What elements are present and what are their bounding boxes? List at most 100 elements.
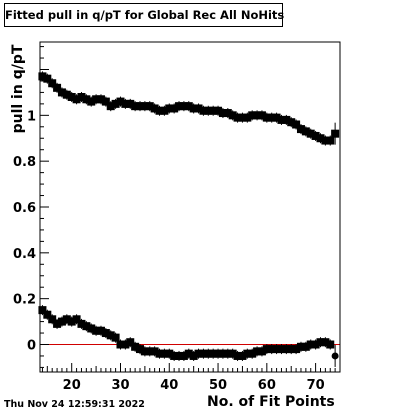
x-tick-label: 50: [209, 378, 227, 393]
data-point: [243, 349, 252, 358]
data-point: [233, 113, 242, 122]
data-point: [272, 113, 281, 122]
data-point: [238, 351, 247, 360]
data-point: [316, 338, 325, 347]
data-point: [87, 324, 96, 333]
data-point: [145, 347, 154, 356]
data-point: [116, 97, 125, 106]
data-point: [253, 347, 262, 356]
data-point: [301, 342, 310, 351]
data-point: [243, 113, 252, 122]
data-point: [67, 317, 76, 326]
data-point: [131, 102, 140, 111]
data-point: [82, 95, 91, 104]
data-point: [116, 340, 125, 349]
y-tick-label: 0.6: [13, 201, 36, 216]
data-point: [87, 97, 96, 106]
data-point: [43, 310, 52, 319]
data-point: [326, 340, 335, 349]
data-point: [126, 99, 135, 108]
x-tick-label: 70: [307, 378, 325, 393]
data-point: [311, 131, 320, 140]
data-point: [282, 115, 291, 124]
data-point: [140, 102, 149, 111]
data-point: [331, 352, 339, 360]
data-point: [175, 351, 184, 360]
data-point: [321, 136, 330, 145]
data-point: [214, 106, 223, 115]
data-point: [326, 136, 335, 145]
data-point: [248, 111, 257, 120]
data-point: [77, 93, 86, 101]
data-point: [257, 111, 266, 120]
y-axis-label: pull in q/pT: [10, 44, 26, 134]
data-point: [96, 95, 105, 104]
data-point: [277, 115, 286, 124]
data-point: [218, 109, 227, 118]
data-point: [150, 347, 159, 356]
data-point: [184, 349, 193, 358]
x-axis-label: No. of Fit Points: [207, 394, 335, 410]
data-point: [170, 351, 179, 360]
data-point: [287, 345, 296, 354]
x-tick-label: 60: [258, 378, 276, 393]
data-point: [92, 95, 101, 104]
data-point: [165, 104, 174, 113]
data-point: [311, 340, 320, 349]
data-point: [209, 349, 218, 358]
timestamp: Thu Nov 24 12:59:31 2022: [4, 399, 145, 410]
data-point: [194, 349, 203, 358]
data-point: [160, 106, 169, 115]
data-point: [277, 345, 286, 354]
data-point: [72, 315, 81, 324]
x-tick-label: 30: [111, 378, 129, 393]
data-point: [209, 106, 218, 115]
data-point: [67, 93, 76, 101]
data-point: [272, 345, 281, 354]
data-point: [155, 106, 164, 115]
data-point: [126, 338, 135, 347]
y-tick-label: 0.4: [13, 247, 36, 262]
data-point: [321, 338, 330, 347]
data-point: [121, 99, 130, 108]
y-tick-label: 1: [27, 109, 36, 124]
data-point: [62, 315, 71, 324]
data-point: [248, 349, 257, 358]
chart-title-box: Fitted pull in q/pT for Global Rec All N…: [4, 3, 284, 27]
data-point: [262, 113, 271, 122]
data-point: [179, 102, 188, 111]
data-point: [267, 345, 276, 354]
data-point: [204, 349, 213, 358]
data-point: [301, 127, 310, 136]
data-point: [131, 342, 140, 351]
data-point: [43, 74, 52, 83]
data-point: [72, 95, 81, 104]
data-point: [92, 326, 101, 335]
data-point: [214, 349, 223, 358]
data-point: [160, 349, 169, 358]
data-point: [199, 106, 208, 115]
data-point: [306, 340, 315, 349]
data-point: [228, 349, 237, 358]
y-tick-label: 0.8: [13, 155, 36, 170]
data-point: [257, 347, 266, 356]
data-point: [189, 351, 198, 360]
data-point: [204, 106, 213, 115]
data-point: [184, 102, 193, 111]
x-tick-label: 40: [160, 378, 178, 393]
data-point: [218, 349, 227, 358]
data-point: [48, 315, 57, 324]
y-tick-label: 0: [27, 339, 36, 354]
data-point: [101, 329, 110, 338]
data-point: [292, 345, 301, 354]
data-point: [53, 319, 62, 328]
data-point: [316, 134, 325, 143]
data-point: [189, 104, 198, 113]
data-point: [38, 72, 47, 81]
data-point: [82, 322, 91, 331]
data-point: [194, 104, 203, 113]
data-point: [136, 345, 144, 354]
data-point: [296, 342, 305, 351]
data-point: [106, 331, 115, 340]
